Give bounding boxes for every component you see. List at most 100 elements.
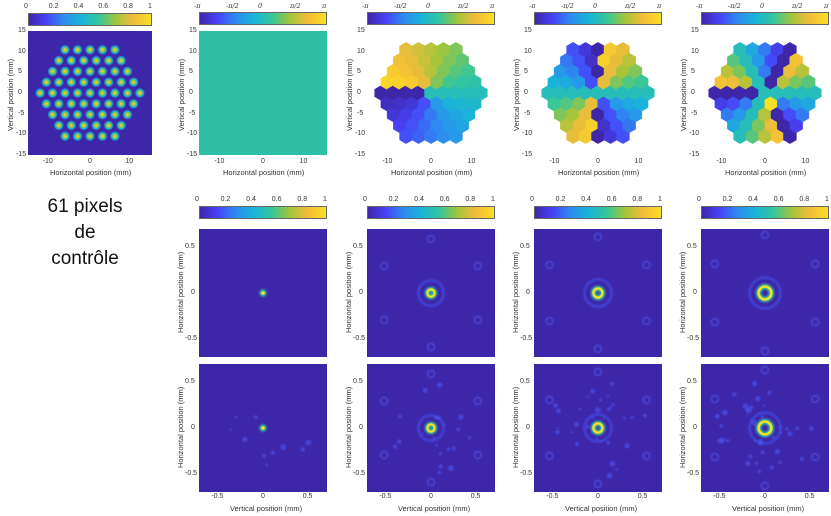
control-pixel-57 — [115, 55, 127, 66]
speckle-3 — [623, 416, 626, 420]
speckle-28 — [714, 413, 720, 419]
speckle-11 — [746, 414, 749, 417]
top-ytick-2-5: -10 — [355, 130, 366, 138]
speckle-18 — [432, 437, 436, 441]
side-lobe-5 — [642, 260, 651, 270]
focal-plot-measured-4 — [701, 364, 829, 492]
side-lobe-0 — [642, 451, 651, 461]
focal-background — [701, 229, 829, 357]
caption-line-3: contrôle — [51, 248, 119, 269]
speckle-25 — [757, 438, 764, 445]
int-cbar-tick-2-5: 1 — [658, 196, 662, 203]
focal-ytick-1-1-1: 0 — [359, 424, 363, 431]
focal-ytick-1-0-1: 0 — [191, 424, 195, 431]
top-xlabel-0: Horizontal position (mm) — [50, 168, 132, 177]
halo-ring — [416, 278, 446, 308]
focal-xtick-3-1: 0 — [763, 493, 767, 500]
speckle-10 — [594, 407, 601, 413]
speckle-19 — [785, 427, 789, 431]
focal-ytick-0-1-2: -0.5 — [353, 334, 366, 342]
focal-heatmap-simulated-4 — [701, 229, 829, 357]
phase-cbar-tick-2-0: -π — [529, 2, 536, 10]
colorbar-phase-1 — [199, 12, 327, 25]
control-pixel-55 — [128, 98, 139, 110]
focal-xlabel-3: Vertical position (mm) — [732, 504, 805, 513]
control-pixel-15 — [72, 109, 83, 120]
speckle-1 — [602, 416, 606, 420]
control-pixel-18 — [53, 55, 65, 66]
side-lobe-2 — [710, 317, 720, 327]
speckle-2 — [442, 423, 446, 426]
control-pixel-24 — [91, 120, 102, 131]
speckle-20 — [615, 468, 618, 471]
control-pixel-14 — [66, 98, 77, 110]
speckle-12 — [750, 419, 757, 426]
top-ytick-0-5: -10 — [16, 130, 27, 138]
speckle-4 — [253, 415, 258, 420]
top-xtick-4-1: 0 — [763, 158, 767, 165]
side-lobe-1 — [426, 342, 436, 352]
side-lobe-1 — [593, 479, 603, 489]
halo-ring — [582, 412, 614, 444]
int-cbar-tick-3-2: 0.4 — [748, 196, 758, 203]
phase-plot-4 — [701, 31, 829, 155]
caption-line-2: de — [74, 222, 96, 243]
top-xtick-0-0: -10 — [42, 158, 53, 165]
phase-hex-60 — [808, 85, 822, 101]
focal-heatmap-simulated-3 — [534, 229, 662, 357]
phase-cbar-tick-0-0: -π — [194, 2, 201, 10]
control-pixel-1 — [41, 98, 52, 110]
control-pixel-4 — [59, 131, 71, 142]
focal-ytick-1-0-0: 0.5 — [185, 378, 195, 386]
speckle-39 — [753, 423, 756, 427]
top-ytick-2-0: 15 — [357, 27, 365, 34]
int-cbar-tick-0-4: 0.8 — [297, 196, 308, 203]
top-xtick-2-1: 0 — [429, 158, 433, 165]
speckle-2 — [300, 447, 305, 452]
speckle-16 — [437, 470, 442, 475]
amplitude-heatmap — [28, 31, 152, 155]
int-cbar-tick-3-4: 0.8 — [799, 196, 810, 203]
top-xtick-3-1: 0 — [596, 158, 600, 165]
speckle-37 — [742, 403, 748, 409]
speckle-0 — [229, 428, 232, 432]
focal-ytick-0-3-1: 0 — [693, 289, 697, 296]
phase-cbar-tick-1-2: 0 — [426, 2, 431, 10]
side-lobe-3 — [710, 394, 720, 404]
speckle-31 — [719, 424, 724, 428]
speckle-16 — [609, 405, 613, 409]
speckle-13 — [422, 388, 428, 393]
focal-background — [534, 229, 662, 357]
side-lobe-0 — [473, 450, 483, 460]
focal-plot-simulated-1 — [199, 229, 327, 357]
top-xtick-4-0: -10 — [716, 158, 727, 165]
top-ytick-1-4: -5 — [189, 109, 196, 117]
speckle-7 — [305, 439, 312, 446]
speckle-22 — [611, 403, 615, 406]
int-cbar-tick-2-3: 0.6 — [606, 196, 617, 203]
control-pixel-32 — [97, 109, 108, 120]
side-lobe-1 — [760, 346, 770, 356]
int-cbar-tick-2-1: 0.2 — [555, 196, 566, 203]
int-cbar-tick-1-0: 0 — [363, 196, 367, 203]
control-pixel-16 — [78, 120, 89, 131]
halo-ring — [582, 277, 614, 309]
int-cbar-tick-2-0: 0 — [530, 196, 534, 203]
focal-ytick-1-2-1: 0 — [526, 424, 530, 431]
focal-spot-core — [261, 426, 265, 430]
donut-core — [426, 288, 436, 298]
speckle-35 — [753, 384, 756, 387]
focal-xtick-0-0: -0.5 — [211, 493, 224, 500]
focal-heatmap-measured-3 — [534, 364, 662, 492]
phase-cbar-tick-3-4: π — [824, 2, 829, 10]
speckle-19 — [458, 414, 464, 420]
top-ytick-0-6: -15 — [16, 151, 27, 158]
top-xtick-1-0: -10 — [214, 158, 225, 165]
control-pixel-47 — [109, 87, 121, 99]
speckle-23 — [745, 461, 751, 466]
speckle-34 — [717, 438, 723, 444]
top-ylabel-1: Vertical position (mm) — [177, 58, 186, 131]
speckle-30 — [762, 404, 766, 407]
phase-cbar-tick-0-3: π/2 — [290, 2, 301, 10]
side-lobe-0 — [810, 317, 820, 327]
